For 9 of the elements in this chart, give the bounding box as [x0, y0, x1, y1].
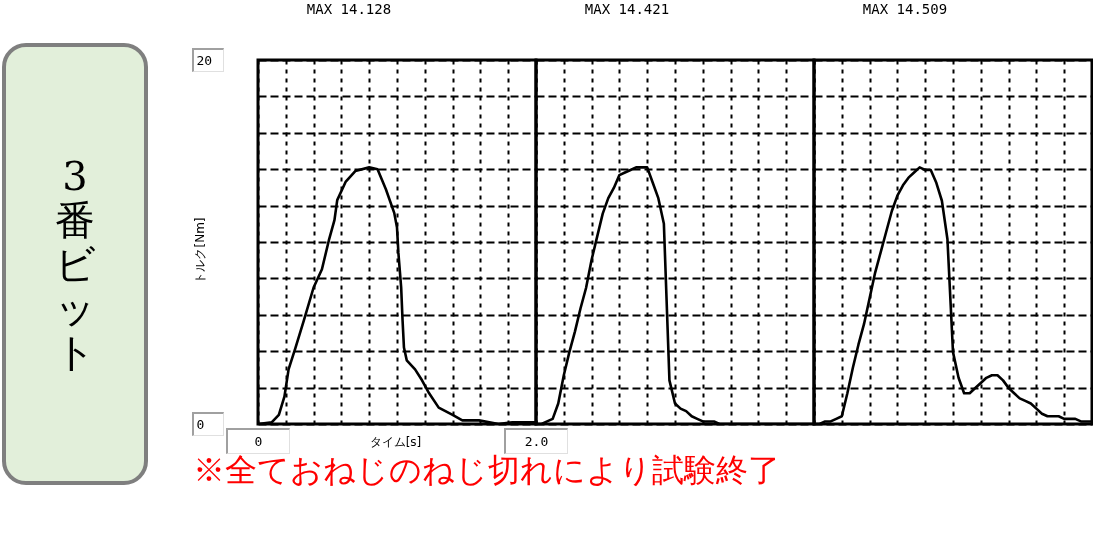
- x-tick-label: 2.0: [524, 433, 549, 449]
- y-axis-title: トルク[Nm]: [192, 217, 207, 284]
- chart-title: MAX 14.421: [584, 1, 670, 17]
- text: ※全ておねじのねじ切れにより試験終了: [193, 451, 780, 489]
- chart-title: MAX 14.128: [306, 1, 392, 17]
- x-axis-title: タイム[s]: [369, 434, 422, 449]
- y-tick-label: 20: [196, 52, 213, 68]
- text: 3番ビット: [54, 153, 96, 375]
- chart-title: MAX 14.509: [862, 1, 948, 17]
